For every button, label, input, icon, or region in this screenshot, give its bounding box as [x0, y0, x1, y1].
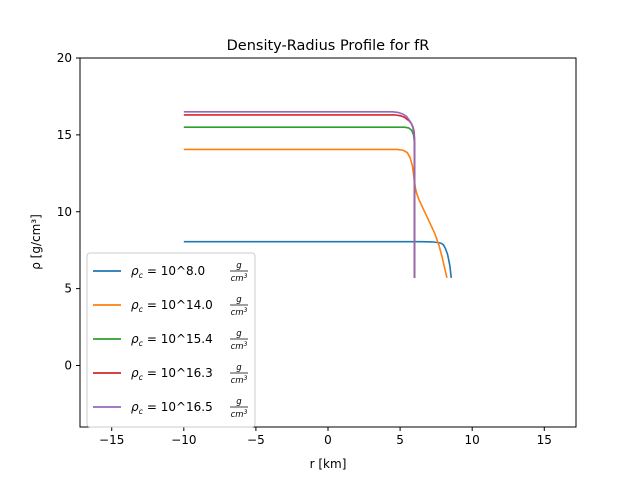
x-tick-label: −10 — [171, 433, 196, 447]
series-line-5 — [183, 111, 416, 278]
legend-label: ρc = 10^16.3 — [131, 366, 213, 382]
x-axis-label: r [km] — [310, 457, 347, 471]
legend-unit-denominator: cm3 — [231, 341, 248, 352]
legend-unit-denominator: cm3 — [231, 307, 248, 318]
legend-unit-numerator: g — [236, 363, 242, 373]
legend-unit-numerator: g — [236, 397, 242, 407]
y-tick-label: 10 — [57, 205, 72, 219]
legend-unit-numerator: g — [236, 261, 242, 271]
legend-unit-denominator: cm3 — [231, 273, 248, 284]
x-tick-label: −15 — [99, 433, 124, 447]
y-tick-label: 5 — [64, 282, 72, 296]
x-tick-label: −5 — [247, 433, 265, 447]
legend-unit-denominator: cm3 — [231, 409, 248, 420]
plot-lines — [183, 111, 453, 279]
y-tick-label: 15 — [57, 128, 72, 142]
legend-item: ρc = 10^15.4 g cm3 — [93, 329, 248, 352]
x-tick-label: 15 — [537, 433, 552, 447]
legend-label: ρc = 10^15.4 — [131, 332, 213, 348]
legend-unit-numerator: g — [236, 295, 242, 305]
legend-label: ρc = 10^8.0 — [131, 264, 205, 280]
chart-title: Density-Radius Profile for fR — [227, 38, 430, 54]
x-tick-label: 10 — [465, 433, 480, 447]
y-axis: 0 5 10 15 20 — [57, 51, 80, 373]
legend-item: ρc = 10^16.3 g cm3 — [93, 363, 248, 386]
y-axis-label: ρ [g/cm³] — [29, 214, 43, 270]
legend-box — [86, 252, 256, 428]
legend-label: ρc = 10^14.0 — [131, 298, 213, 314]
legend-item: ρc = 10^14.0 g cm3 — [93, 295, 248, 318]
series-line-2 — [183, 148, 448, 279]
legend-label: ρc = 10^16.5 — [131, 400, 213, 416]
x-axis: −15 −10 −5 0 5 10 15 — [99, 427, 552, 447]
y-tick-label: 0 — [64, 359, 72, 373]
legend-unit-numerator: g — [236, 329, 242, 339]
legend-unit-denominator: cm3 — [231, 375, 248, 386]
x-tick-label: 0 — [324, 433, 332, 447]
series-line-1 — [183, 240, 453, 278]
y-tick-label: 20 — [57, 51, 72, 65]
legend-item: ρc = 10^16.5 g cm3 — [93, 397, 248, 420]
x-tick-label: 5 — [396, 433, 404, 447]
legend-item: ρc = 10^8.0 g cm3 — [93, 261, 248, 284]
